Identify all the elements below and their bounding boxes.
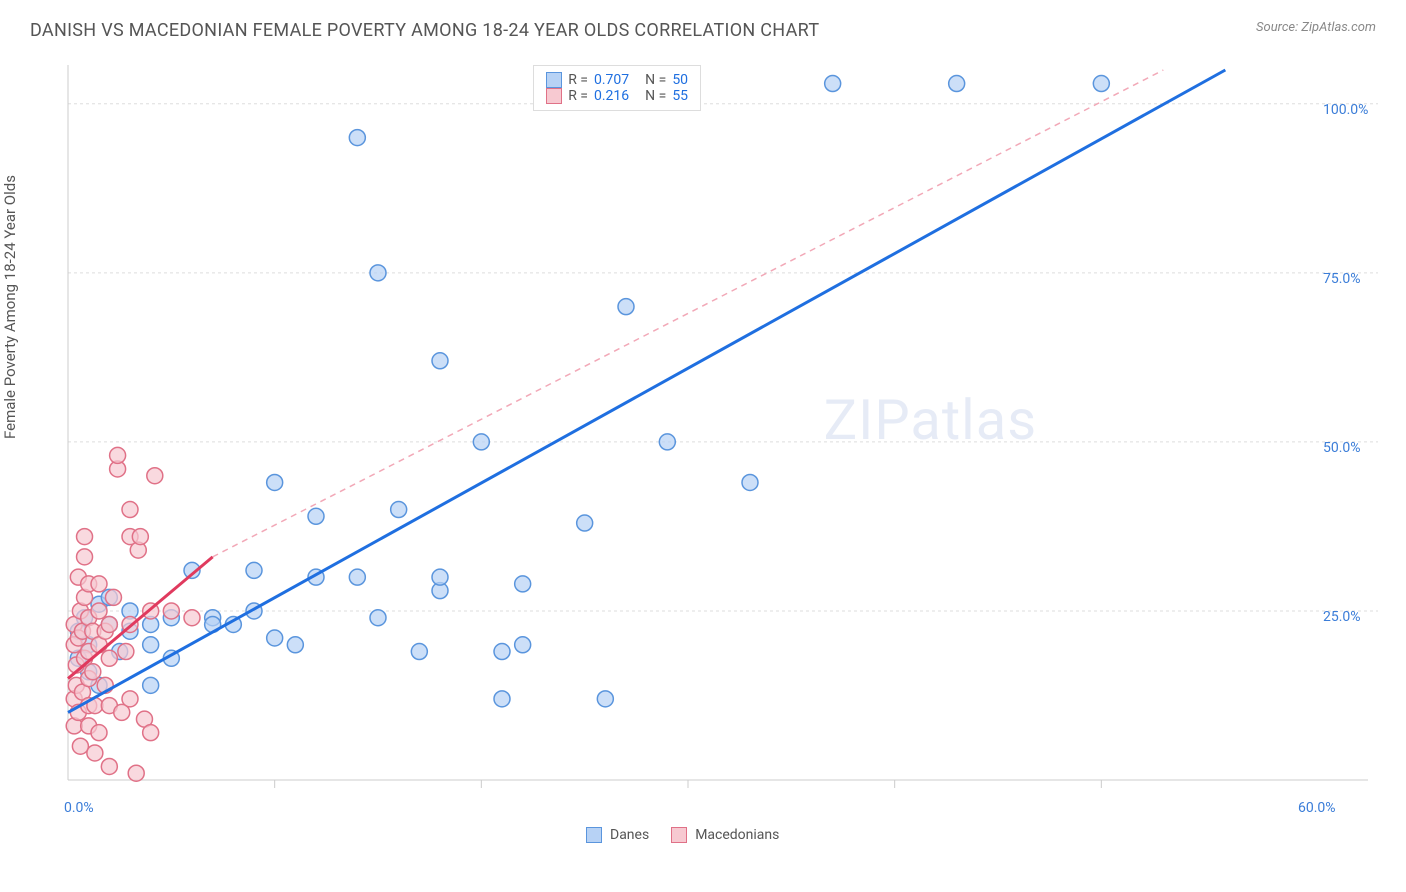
- legend-r-value: 0.216: [594, 88, 629, 104]
- header: DANISH VS MACEDONIAN FEMALE POVERTY AMON…: [0, 0, 1406, 51]
- y-axis-label: Female Poverty Among 18-24 Year Olds: [1, 175, 19, 439]
- legend-n-label: N =: [645, 88, 666, 104]
- legend-series-label: Danes: [610, 827, 649, 843]
- y-tick-label: 50.0%: [1323, 440, 1361, 456]
- legend-swatch: [586, 827, 602, 843]
- y-tick-label: 25.0%: [1323, 609, 1361, 625]
- legend-swatch: [546, 88, 562, 104]
- correlation-legend: R = 0.707 N = 50 R = 0.216 N = 55: [533, 65, 701, 111]
- legend-row: R = 0.216 N = 55: [546, 88, 688, 104]
- y-tick-label: 100.0%: [1323, 102, 1368, 118]
- legend-r-label: R =: [568, 88, 588, 104]
- source-label: Source: ZipAtlas.com: [1256, 20, 1376, 35]
- plot-area: ZIPatlas R =0.707N =50R =0.216N =55 Dane…: [58, 60, 1378, 820]
- legend-n-value: 50: [672, 72, 688, 88]
- x-tick-label: 60.0%: [1298, 800, 1336, 816]
- legend-r-label: R =: [568, 72, 588, 88]
- legend-swatch: [671, 827, 687, 843]
- series-legend: Danes Macedonians: [586, 827, 793, 843]
- x-tick-label: 0.0%: [64, 800, 94, 816]
- legend-n-label: N =: [645, 72, 666, 88]
- legend-n-value: 55: [672, 88, 688, 104]
- legend-r-value: 0.707: [594, 72, 629, 88]
- legend-series-label: Macedonians: [695, 827, 779, 843]
- y-tick-label: 75.0%: [1323, 271, 1361, 287]
- chart-title: DANISH VS MACEDONIAN FEMALE POVERTY AMON…: [30, 20, 819, 41]
- legend-swatch: [546, 72, 562, 88]
- scatter-svg: [58, 60, 1378, 820]
- legend-row: R = 0.707 N = 50: [546, 72, 688, 88]
- chart-container: DANISH VS MACEDONIAN FEMALE POVERTY AMON…: [0, 0, 1406, 892]
